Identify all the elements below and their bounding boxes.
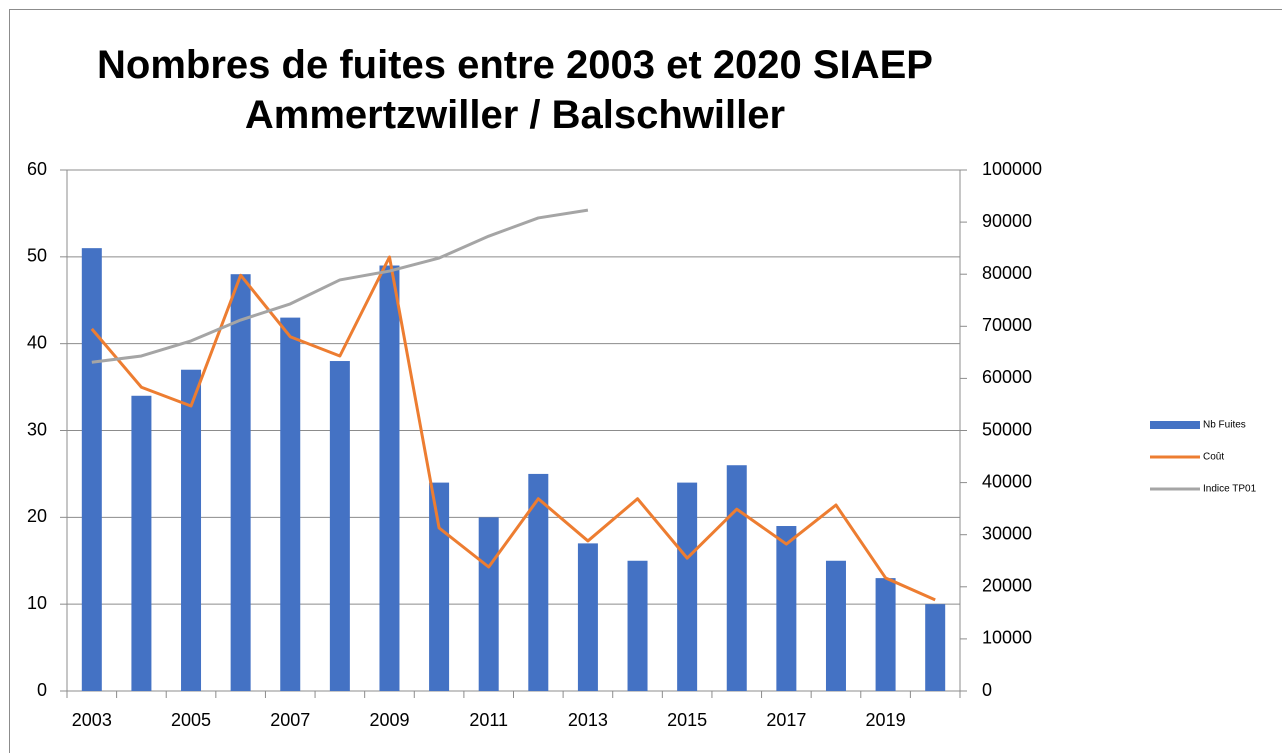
x-tick-label: 2013 [568, 710, 608, 730]
y2-tick-label: 60000 [982, 367, 1032, 387]
line-series [90, 255, 936, 602]
legend-swatch [1150, 421, 1200, 429]
y-tick-label: 40 [27, 332, 47, 352]
bar [81, 248, 102, 691]
line-series [91, 208, 589, 364]
x-tick-label: 2009 [369, 710, 409, 730]
y2-tick-label: 80000 [982, 263, 1032, 283]
bar [131, 395, 152, 691]
bar [230, 274, 251, 691]
y2-tick-label: 40000 [982, 471, 1032, 491]
y2-tick-label: 30000 [982, 523, 1032, 543]
bar [726, 465, 747, 691]
x-tick-label: 2003 [72, 710, 112, 730]
y-tick-label: 10 [27, 593, 47, 613]
y2-tick-label: 90000 [982, 211, 1032, 231]
bar [181, 369, 202, 691]
bar [478, 517, 499, 691]
x-tick-label: 2011 [469, 710, 508, 730]
x-tick-label: 2017 [766, 710, 806, 730]
chart-title: Nombres de fuites entre 2003 et 2020 SIA… [97, 43, 933, 137]
x-tick-label: 2019 [866, 710, 906, 730]
bar [776, 526, 797, 691]
bar [280, 317, 301, 691]
legend-label: Indice TP01 [1203, 484, 1257, 495]
x-tick-label: 2007 [270, 710, 310, 730]
bar [528, 473, 549, 691]
y-tick-label: 50 [27, 246, 47, 266]
bar [825, 560, 846, 691]
y-tick-label: 0 [37, 680, 47, 700]
bar [577, 543, 598, 691]
bar [329, 361, 350, 691]
y2-tick-label: 50000 [982, 419, 1032, 439]
bar [677, 482, 698, 691]
y2-tick-label: 20000 [982, 576, 1032, 596]
bar [627, 560, 648, 691]
bar [925, 604, 946, 691]
x-tick-label: 2015 [667, 710, 707, 730]
bar [875, 578, 896, 691]
bar [429, 482, 450, 691]
y2-tick-label: 100000 [982, 159, 1042, 179]
y2-tick-label: 0 [982, 680, 992, 700]
y-tick-label: 30 [27, 419, 47, 439]
y-tick-label: 60 [27, 159, 47, 179]
y2-tick-label: 70000 [982, 315, 1032, 335]
legend-label: Nb Fuites [1203, 420, 1246, 431]
legend-label: Coût [1203, 452, 1224, 463]
y-tick-label: 20 [27, 506, 47, 526]
bar [379, 265, 400, 691]
x-tick-label: 2005 [171, 710, 211, 730]
y2-tick-label: 10000 [982, 628, 1032, 648]
